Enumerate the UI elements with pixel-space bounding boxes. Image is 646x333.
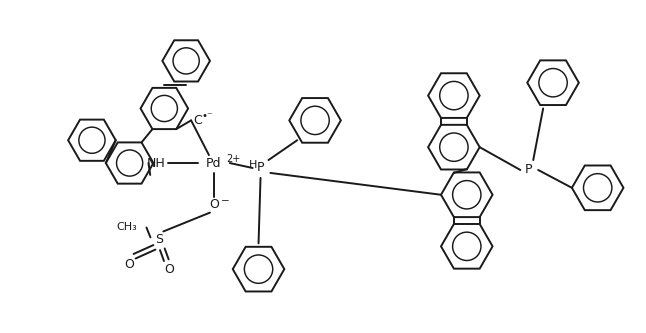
Text: H: H bbox=[249, 160, 256, 170]
Text: O: O bbox=[209, 198, 219, 211]
Text: P: P bbox=[525, 164, 532, 176]
Text: C: C bbox=[193, 114, 202, 127]
Text: Pd: Pd bbox=[206, 157, 222, 169]
Text: 2+: 2+ bbox=[226, 154, 240, 164]
Text: •⁻: •⁻ bbox=[201, 112, 213, 122]
Text: O: O bbox=[125, 258, 134, 271]
Text: NH: NH bbox=[147, 157, 166, 169]
Text: P: P bbox=[256, 162, 264, 174]
Text: O: O bbox=[164, 263, 174, 276]
Text: −: − bbox=[221, 196, 229, 206]
Text: S: S bbox=[156, 233, 163, 246]
Text: CH₃: CH₃ bbox=[116, 222, 137, 232]
